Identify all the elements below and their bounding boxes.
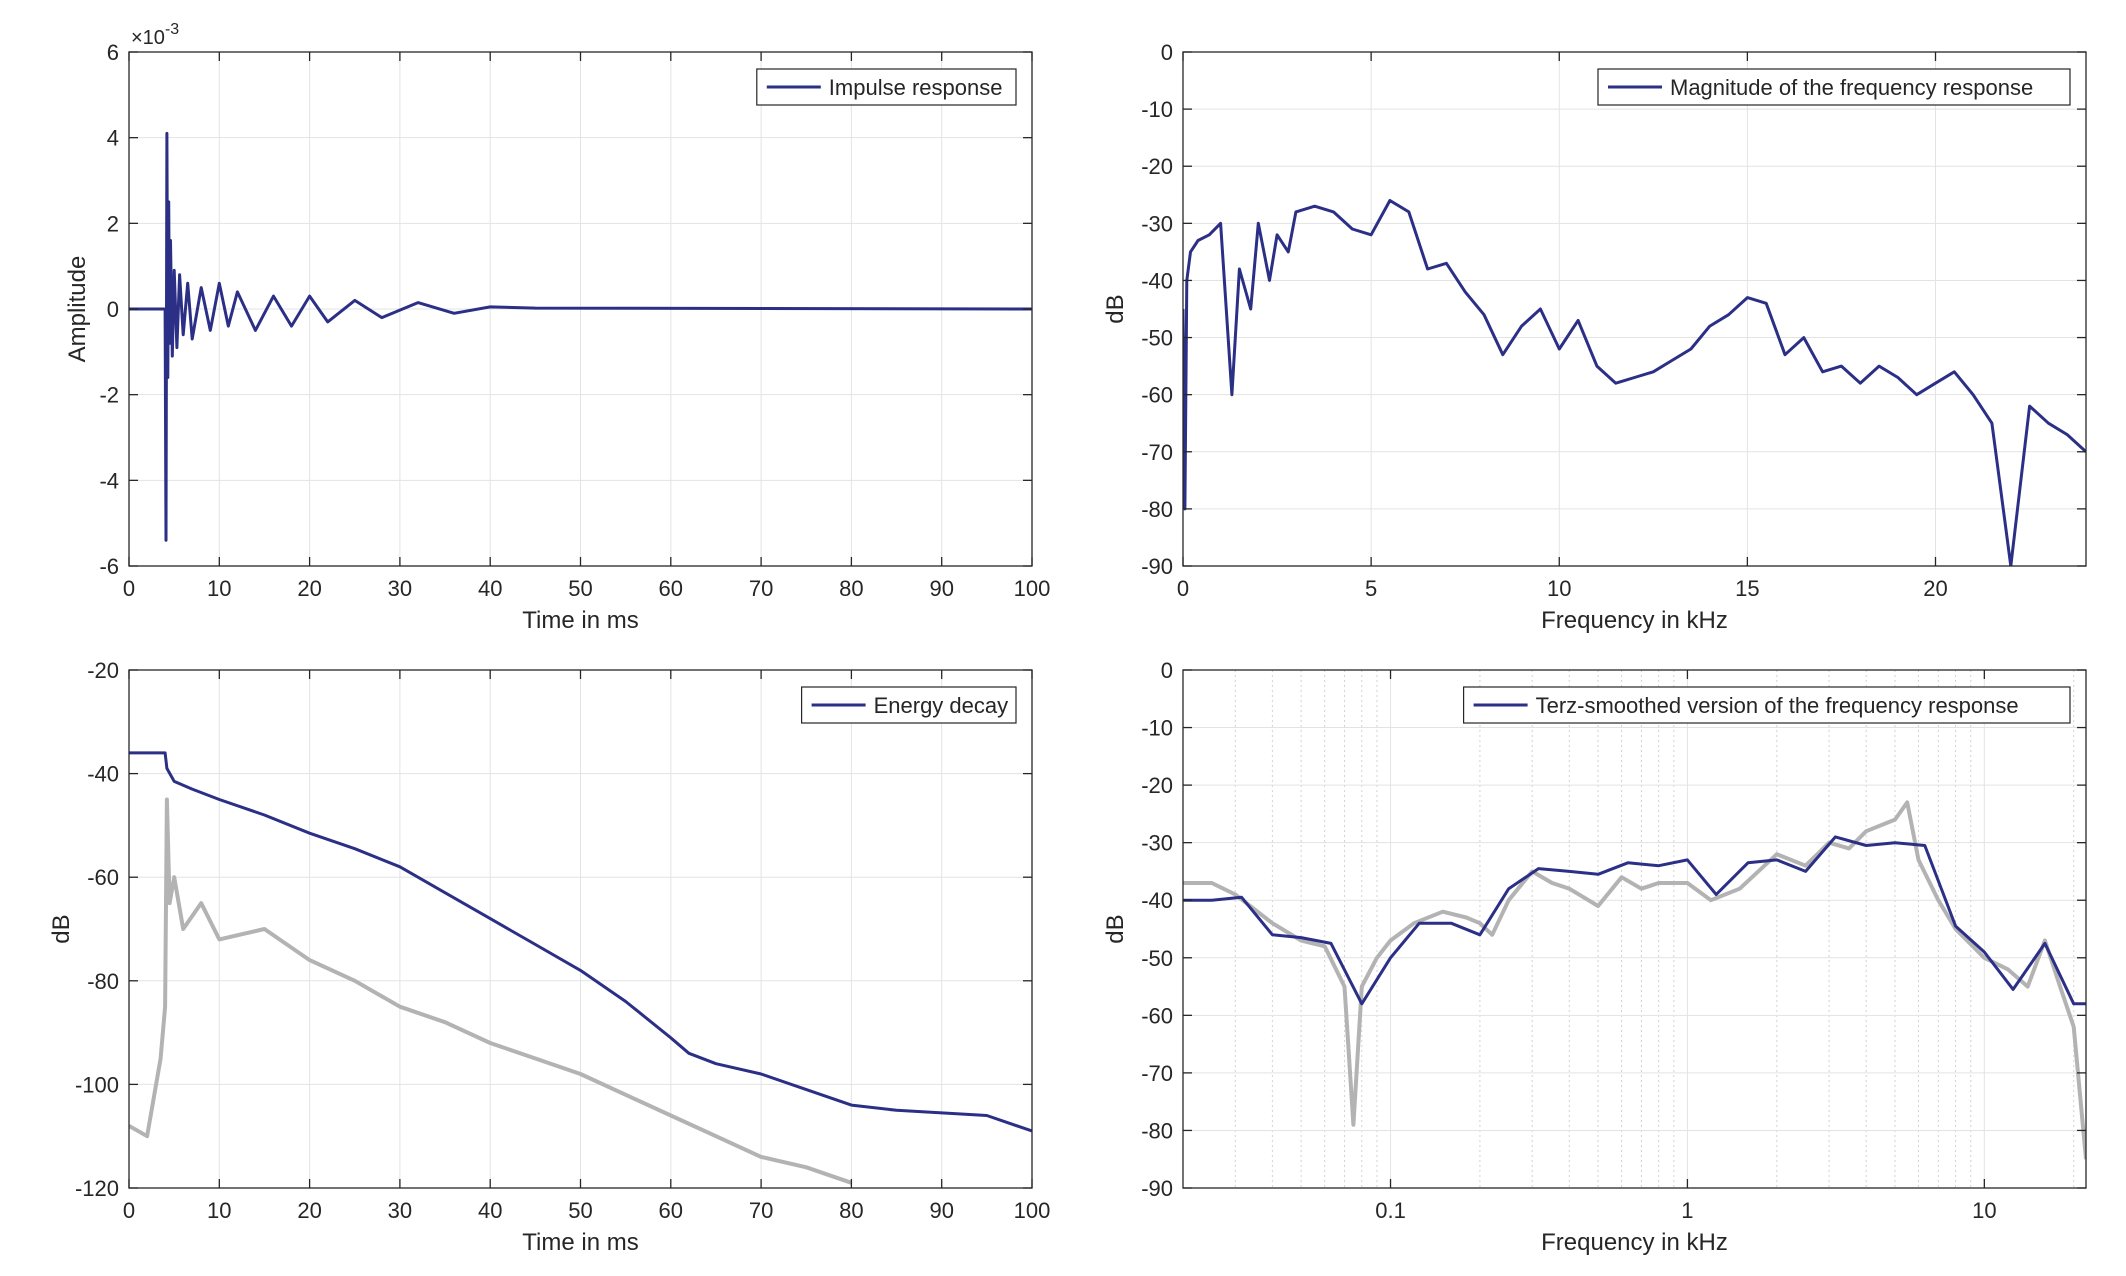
impulse-y-tick-label: 2 (107, 211, 119, 236)
terz-y-tick-label: -30 (1141, 831, 1173, 856)
impulse-x-tick-label: 30 (388, 576, 412, 601)
energy-y-tick-label: -100 (75, 1072, 119, 1097)
impulse-x-tick-label: 20 (297, 576, 321, 601)
terz-legend-box (1462, 686, 2071, 724)
impulse-x-tick-label: 0 (123, 576, 135, 601)
energy-y-tick-label: -80 (87, 969, 119, 994)
energy-x-tick-label: 80 (839, 1198, 863, 1223)
impulse-y-tick-label: -2 (99, 383, 119, 408)
energy-x-tick-label: 90 (929, 1198, 953, 1223)
magnitude-x-axis-label: Frequency in kHz (1541, 607, 1728, 634)
magnitude-y-tick-label: -60 (1141, 383, 1173, 408)
impulse-y-tick-label: 4 (107, 126, 119, 151)
terz-y-tick-label: -10 (1141, 716, 1173, 741)
energy-x-tick-label: 0 (123, 1198, 135, 1223)
energy-x-tick-label: 60 (659, 1198, 683, 1223)
terz-legend: Terz-smoothed version of the frequency r… (1462, 686, 2071, 724)
impulse-x-tick-label: 90 (929, 576, 953, 601)
energy-y-tick-label: -40 (87, 762, 119, 787)
terz-y-tick-label: -80 (1141, 1118, 1173, 1143)
magnitude-y-tick-label: -30 (1141, 211, 1173, 236)
energy-series-reference-line (129, 797, 853, 1185)
magnitude-series-magnitude-of-the-frequency-response-line (1183, 199, 2086, 566)
magnitude-y-tick-label: -70 (1141, 440, 1173, 465)
impulse-exponent-label: ×10-3 (131, 21, 179, 49)
terz-y-tick-label: -60 (1141, 1003, 1173, 1028)
magnitude-x-tick-label: 10 (1547, 576, 1571, 601)
terz-legend-label: Terz-smoothed version of the frequency r… (1536, 693, 2019, 718)
energy-x-tick-label: 10 (207, 1198, 231, 1223)
terz-plot-area (1183, 670, 2086, 1188)
terz-y-tick-label: -20 (1141, 773, 1173, 798)
impulse-x-tick-label: 70 (749, 576, 773, 601)
impulse-x-tick-label: 50 (568, 576, 592, 601)
impulse-x-tick-label: 80 (839, 576, 863, 601)
terz-chart: 0.1 1 10 -90 -80 -70 -60 -50 -40 -30 -20 -10 0 Freque… (1102, 658, 2087, 1256)
terz-y-tick-label: 0 (1161, 658, 1173, 683)
energy-x-tick-label: 40 (478, 1198, 502, 1223)
energy-series-energy-decay-line (129, 751, 1032, 1133)
energy-x-tick-label: 50 (568, 1198, 592, 1223)
terz-x-tick-label: 1 (1681, 1198, 1693, 1223)
magnitude-legend-box (1597, 68, 2071, 106)
terz-x-axis-label: Frequency in kHz (1541, 1229, 1728, 1256)
terz-x-tick-label: 0.1 (1375, 1198, 1406, 1223)
impulse-y-tick-label: -6 (99, 554, 119, 579)
impulse-x-tick-label: 10 (207, 576, 231, 601)
terz-x-tick-label: 10 (1972, 1198, 1996, 1223)
terz-y-tick-label: -40 (1141, 888, 1173, 913)
impulse-legend-label: Impulse response (829, 75, 1003, 100)
energy-y-tick-label: -60 (87, 865, 119, 890)
magnitude-plot-area (1183, 52, 2086, 566)
magnitude-y-tick-label: -50 (1141, 326, 1173, 351)
magnitude-y-tick-label: -10 (1141, 97, 1173, 122)
magnitude-axes-box (1182, 51, 2087, 567)
magnitude-y-tick-label: 0 (1161, 40, 1173, 65)
terz-y-tick-label: -50 (1141, 946, 1173, 971)
impulse-y-tick-label: -4 (99, 468, 119, 493)
terz-y-tick-label: -90 (1141, 1176, 1173, 1201)
impulse-x-axis-label: Time in ms (522, 607, 638, 634)
energy-x-tick-label: 100 (1014, 1198, 1051, 1223)
impulse-x-tick-label: 60 (659, 576, 683, 601)
impulse-exponent-base: ×10 (131, 27, 165, 49)
energy-y-axis-label: dB (48, 914, 75, 943)
energy-legend-label: Energy decay (874, 693, 1009, 718)
impulse-y-tick-label: 0 (107, 297, 119, 322)
magnitude-y-tick-label: -80 (1141, 497, 1173, 522)
terz-y-axis-label: dB (1102, 914, 1129, 943)
energy-x-axis-label: Time in ms (522, 1229, 638, 1256)
terz-series-reference-line (1183, 800, 2086, 1160)
impulse-series-impulse-response-line (129, 131, 1032, 542)
magnitude-x-tick-label: 15 (1735, 576, 1759, 601)
energy-y-tick-label: -20 (87, 658, 119, 683)
energy-x-tick-label: 20 (297, 1198, 321, 1223)
magnitude-x-tick-label: 20 (1923, 576, 1947, 601)
magnitude-y-tick-label: -40 (1141, 268, 1173, 293)
magnitude-chart: 0 5 10 15 20 -90 -80 -70 -60 -50 -40 -30 -20 -10 0 Freq… (1102, 40, 2087, 634)
terz-series-terz-smoothed-version-of-the-frequency-response-line (1183, 835, 2086, 1006)
energy-x-tick-label: 70 (749, 1198, 773, 1223)
energy-y-tick-label: -120 (75, 1176, 119, 1201)
impulse-y-tick-label: 6 (107, 40, 119, 65)
terz-axes-box (1182, 669, 2087, 1189)
energy-legend: Energy decay (800, 686, 1017, 724)
magnitude-x-tick-label: 0 (1177, 576, 1189, 601)
magnitude-x-tick-label: 5 (1365, 576, 1377, 601)
impulse-y-axis-label: Amplitude (64, 256, 91, 363)
magnitude-y-tick-label: -90 (1141, 554, 1173, 579)
impulse-x-tick-label: 100 (1014, 576, 1051, 601)
magnitude-y-tick-label: -20 (1141, 154, 1173, 179)
impulse-exponent-power: -3 (165, 21, 179, 38)
impulse-x-tick-label: 40 (478, 576, 502, 601)
magnitude-legend: Magnitude of the frequency response (1597, 68, 2071, 106)
magnitude-legend-label: Magnitude of the frequency response (1670, 75, 2033, 100)
energy-chart: 0 10 20 30 40 50 60 70 80 90 100 -120 -100 -80 -60 -40 -… (48, 658, 1050, 1256)
energy-x-tick-label: 30 (388, 1198, 412, 1223)
impulse-chart: 0 10 20 30 40 50 60 70 80 90 100 -6 -4 -2 0 2 4 6 Time in … (64, 21, 1050, 634)
impulse-legend: Impulse response (756, 68, 1017, 106)
terz-y-tick-label: -70 (1141, 1061, 1173, 1086)
magnitude-y-axis-label: dB (1102, 294, 1129, 323)
